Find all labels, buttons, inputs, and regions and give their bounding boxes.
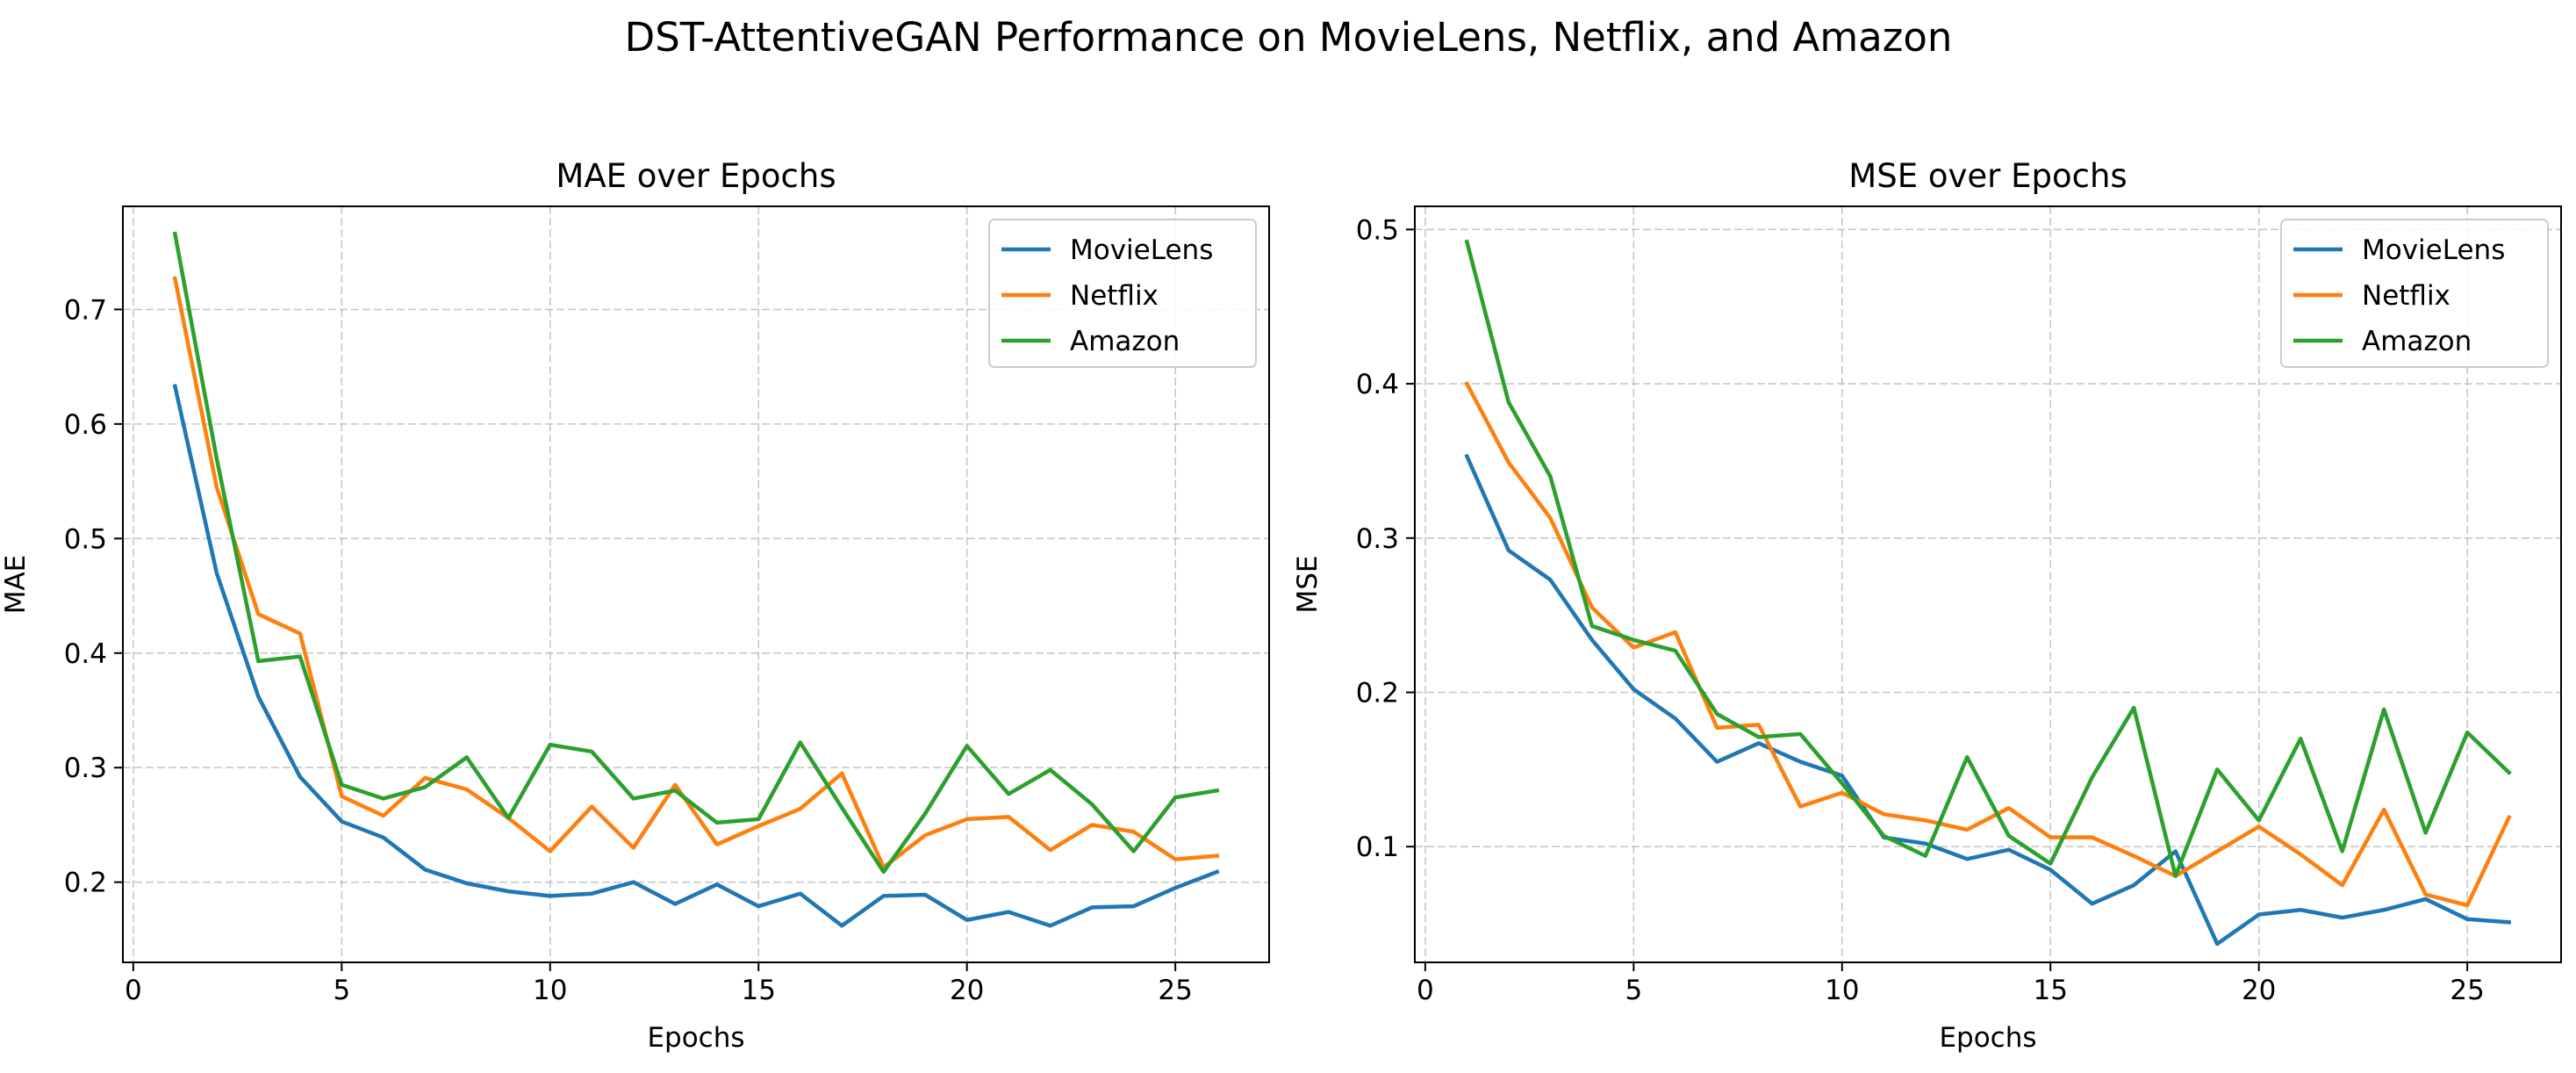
x-tick-label: 0 — [1417, 975, 1434, 1006]
y-axis-label: MSE — [1292, 555, 1324, 613]
series-line-netflix — [1464, 381, 2512, 908]
y-tick-label: 0.2 — [1356, 678, 1399, 709]
legend-box — [988, 219, 1257, 368]
legend: MovieLens Netflix Amazon — [2280, 219, 2549, 368]
x-tick-label: 20 — [2242, 975, 2276, 1006]
series-line-movielens — [1464, 453, 2512, 947]
chart-title: MAE over Epochs — [556, 157, 836, 195]
x-tick-label: 10 — [1825, 975, 1859, 1006]
y-tick-label: 0.3 — [64, 753, 107, 784]
y-tick-label: 0.4 — [64, 638, 107, 670]
y-tick-label: 0.5 — [64, 523, 107, 555]
series-line-movielens — [172, 384, 1220, 928]
x-tick-label: 5 — [333, 975, 350, 1006]
mae-chart: 0 5 10 15 20 25 0.2 0.3 0.4 0.5 0.6 0.7 MAE over Epo… — [0, 157, 1270, 1054]
x-tick-label: 10 — [533, 975, 567, 1006]
legend-label-movielens: MovieLens — [1070, 234, 1213, 266]
y-tick-label: 0.7 — [64, 294, 107, 326]
y-tick-label: 0.3 — [1356, 523, 1399, 555]
x-tick-label: 20 — [950, 975, 984, 1006]
legend-label-movielens: MovieLens — [2362, 234, 2505, 266]
x-axis-label: Epochs — [647, 1022, 744, 1054]
x-tick-label: 25 — [2450, 975, 2484, 1006]
legend-label-amazon: Amazon — [2362, 326, 2472, 357]
y-tick-label: 0.1 — [1356, 832, 1399, 863]
y-tick-label: 0.4 — [1356, 369, 1399, 400]
x-tick-label: 15 — [742, 975, 776, 1006]
axes-frame — [1414, 205, 2562, 963]
x-tick-label: 0 — [125, 975, 142, 1006]
x-tick-label: 15 — [2034, 975, 2068, 1006]
legend: MovieLens Netflix Amazon — [988, 219, 1257, 368]
series-line-netflix — [172, 276, 1220, 869]
y-axis-label: MAE — [0, 555, 32, 615]
y-tick-label: 0.6 — [64, 409, 107, 441]
mse-chart: 0 5 10 15 20 25 0.1 0.2 0.3 0.4 0.5 MSE over Epochs… — [1292, 157, 2562, 1054]
y-tick-label: 0.5 — [1356, 214, 1399, 246]
chart-title: MSE over Epochs — [1848, 157, 2127, 195]
x-tick-label: 5 — [1625, 975, 1642, 1006]
y-tick-label: 0.2 — [64, 868, 107, 899]
legend-label-netflix: Netflix — [1070, 280, 1159, 312]
legend-label-amazon: Amazon — [1070, 326, 1180, 357]
x-axis-label: Epochs — [1939, 1022, 2036, 1054]
legend-box — [2280, 219, 2549, 368]
axes-frame — [122, 205, 1270, 963]
x-tick-label: 25 — [1158, 975, 1192, 1006]
figure-suptitle: DST-AttentiveGAN Performance on MovieLen… — [625, 14, 1953, 61]
legend-label-netflix: Netflix — [2362, 280, 2450, 312]
series-line-amazon — [172, 231, 1220, 875]
series-line-amazon — [1464, 239, 2512, 878]
